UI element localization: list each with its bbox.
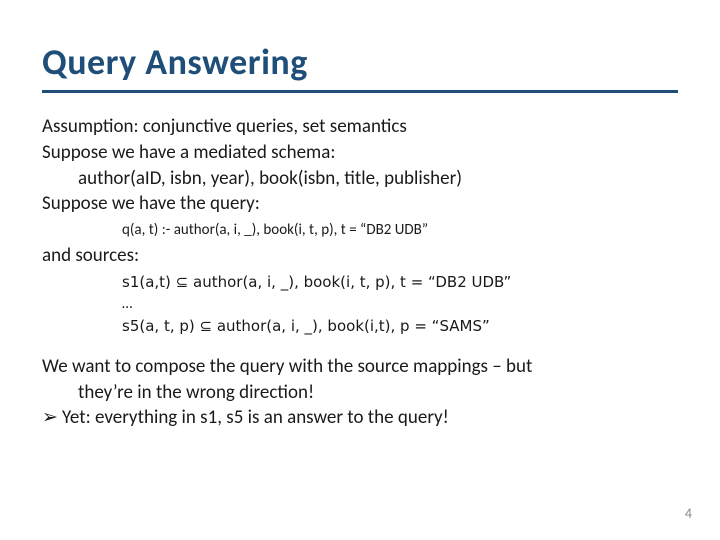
spacer: [42, 341, 678, 355]
source-5: s5(a, t, p) ⊆ author(a, i, _), book(i,t)…: [122, 317, 490, 335]
source-1: s1(a,t) ⊆ author(a, i, _), book(i, t, p)…: [122, 273, 511, 291]
query-code: q(a, t) :- author(a, i, _), book(i, t, p…: [122, 220, 678, 242]
title-underline: [42, 90, 678, 93]
slide-title: Query Answering: [42, 40, 678, 84]
slide-body: Assumption: conjunctive queries, set sem…: [42, 115, 678, 430]
query-text: q(a, t) :- author(a, i, _), book(i, t, p…: [122, 221, 428, 239]
suppose-schema-line: Suppose we have a mediated schema:: [42, 141, 678, 165]
compose-line-2: they’re in the wrong direction!: [78, 381, 678, 405]
suppose-query-line: Suppose we have the query:: [42, 192, 678, 216]
sources-code: s1(a,t) ⊆ author(a, i, _), book(i, t, p)…: [122, 272, 678, 339]
source-ellipsis: …: [122, 295, 132, 313]
yet-line: ➢Yet: everything in s1, s5 is an answer …: [42, 406, 678, 430]
assumption-line: Assumption: conjunctive queries, set sem…: [42, 115, 678, 139]
schema-line: author(aID, isbn, year), book(isbn, titl…: [78, 167, 678, 191]
slide: Query Answering Assumption: conjunctive …: [0, 0, 720, 540]
yet-text: Yet: everything in s1, s5 is an answer t…: [62, 406, 449, 429]
compose-line-1: We want to compose the query with the so…: [42, 355, 678, 379]
bullet-icon: ➢: [42, 406, 62, 430]
page-number: 4: [685, 505, 692, 522]
and-sources-line: and sources:: [42, 244, 678, 268]
